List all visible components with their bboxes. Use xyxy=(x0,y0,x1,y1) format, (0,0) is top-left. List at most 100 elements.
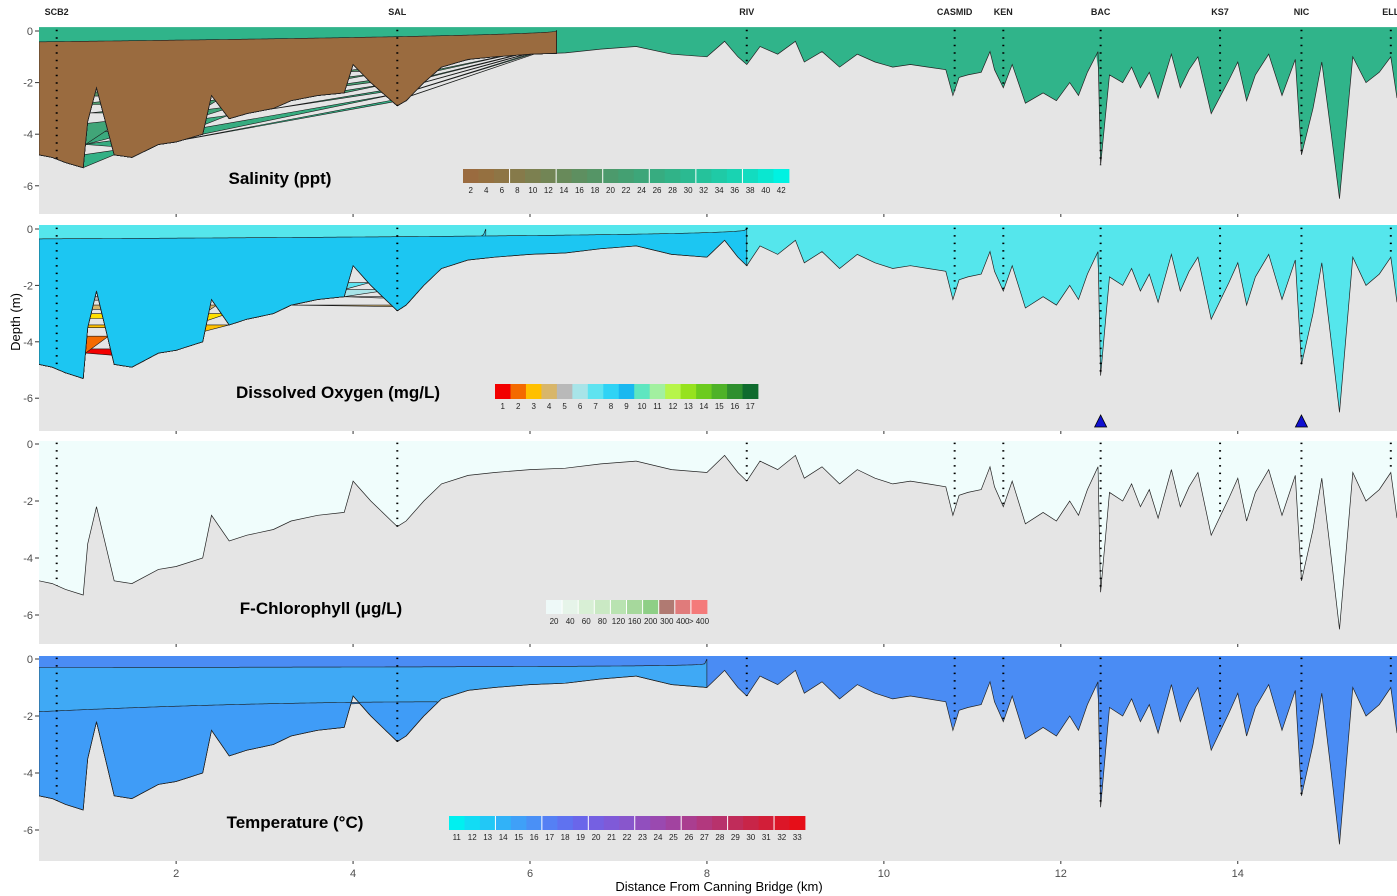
legend-tick-label: 18 xyxy=(561,833,570,842)
bottom-profile-line xyxy=(39,669,1397,845)
bottom-profile-line xyxy=(39,40,1397,199)
legend-swatch xyxy=(571,169,588,183)
legend-tick-label: 8 xyxy=(515,186,520,195)
legend-swatch xyxy=(572,816,589,830)
legend-tick-label: 17 xyxy=(545,833,554,842)
site-label-ks7: KS7 xyxy=(1211,7,1229,17)
legend-tick-label: 20 xyxy=(550,617,559,626)
y-tick-label: -4 xyxy=(23,553,33,565)
legend-tick-label: 42 xyxy=(777,186,786,195)
legend-swatch xyxy=(743,816,759,830)
legend-swatch xyxy=(696,384,712,399)
legend-swatch xyxy=(726,169,743,183)
legend-tick-label: 12 xyxy=(668,402,677,411)
legend-swatch xyxy=(664,169,681,183)
legend-tick-label: 14 xyxy=(699,402,708,411)
legend-tick-label: 17 xyxy=(746,402,755,411)
legend-tick-label: 22 xyxy=(623,833,632,842)
y-tick-label: -6 xyxy=(23,825,33,837)
legend-tick-label: 34 xyxy=(715,186,724,195)
legend-tick-label: 25 xyxy=(669,833,678,842)
legend-tick-label: 27 xyxy=(700,833,709,842)
legend-tick-label: 160 xyxy=(628,617,642,626)
legend-swatch xyxy=(562,600,579,614)
legend-tick-label: 28 xyxy=(715,833,724,842)
x-tick-label: 10 xyxy=(878,868,890,880)
legend-tick-label: 13 xyxy=(684,402,693,411)
y-tick-label: 0 xyxy=(27,654,33,666)
legend-swatch xyxy=(727,384,743,399)
y-tick-label: -2 xyxy=(23,280,33,292)
legend-swatch xyxy=(649,169,666,183)
legend-swatch xyxy=(690,600,708,614)
legend-swatch xyxy=(649,384,666,399)
panel-title: Dissolved Oxygen (mg/L) xyxy=(236,383,440,402)
site-label-ken: KEN xyxy=(994,7,1013,17)
legend-swatch xyxy=(578,600,595,614)
legend-tick-label: 5 xyxy=(562,402,567,411)
chlorophyll-panel: 0 -2 -4 -6 F-Chlorophyll (μg/L) 20 40 60 80 120 16… xyxy=(23,439,1397,647)
legend-swatch xyxy=(525,169,542,183)
legend-tick-label: 28 xyxy=(668,186,677,195)
legend-swatch xyxy=(727,816,744,830)
x-tick-label: 2 xyxy=(173,868,179,880)
panel-title: Temperature (°C) xyxy=(227,813,364,832)
legend-swatch xyxy=(541,384,558,399)
legend-swatch xyxy=(658,600,676,614)
y-tick-label: 0 xyxy=(27,26,33,38)
legend-tick-label: 32 xyxy=(699,186,708,195)
water-surface-fill xyxy=(39,441,1397,630)
legend-swatch xyxy=(642,600,660,614)
legend-tick-label: 32 xyxy=(777,833,786,842)
temperature-panel: 0 -2 -4 -6 Temperature (°C) 11 12 13 14 15 16 17 18 1… xyxy=(23,654,1397,864)
legend-tick-label: 30 xyxy=(746,833,755,842)
legend-tick-label: 2 xyxy=(516,402,521,411)
legend-tick-label: 19 xyxy=(576,833,585,842)
site-label-scb2: SCB2 xyxy=(45,7,69,17)
legend-tick-label: 6 xyxy=(500,186,505,195)
x-tick-label: 14 xyxy=(1232,868,1244,880)
x-tick-label: 12 xyxy=(1055,868,1067,880)
legend-tick-label: 12 xyxy=(468,833,477,842)
site-label-riv: RIV xyxy=(739,7,754,17)
legend-swatch xyxy=(588,816,605,830)
legend-tick-label: 20 xyxy=(606,186,615,195)
water-column xyxy=(39,656,1397,845)
y-tick-label: -6 xyxy=(23,610,33,622)
legend-tick-label: 24 xyxy=(637,186,646,195)
legend-swatch xyxy=(449,816,465,830)
legend-swatch xyxy=(541,816,558,830)
legend-swatch xyxy=(626,600,643,614)
legend-tick-label: 8 xyxy=(609,402,614,411)
legend-tick-label: 9 xyxy=(624,402,629,411)
legend-tick-label: 1 xyxy=(501,402,506,411)
legend-tick-label: 6 xyxy=(578,402,583,411)
legend-swatch xyxy=(509,169,526,183)
legend-swatch xyxy=(634,816,651,830)
legend-swatch xyxy=(494,169,510,183)
legend-tick-label: > 400 xyxy=(689,617,710,626)
legend-tick-label: 4 xyxy=(547,402,552,411)
y-tick-label: -6 xyxy=(23,393,33,405)
legend-swatch xyxy=(634,384,651,399)
legend-swatch xyxy=(464,816,481,830)
y-tick-label: 0 xyxy=(27,439,33,451)
legend-tick-label: 18 xyxy=(590,186,599,195)
legend-swatch xyxy=(758,816,775,830)
legend-tick-label: 300 xyxy=(660,617,674,626)
legend-tick-label: 26 xyxy=(653,186,662,195)
water-column xyxy=(39,441,1397,630)
legend-swatch xyxy=(680,169,697,183)
panel-title: Salinity (ppt) xyxy=(229,169,332,188)
legend-tick-label: 21 xyxy=(607,833,616,842)
legend-tick-label: 11 xyxy=(653,402,662,411)
legend-tick-label: 13 xyxy=(483,833,492,842)
y-tick-label: 0 xyxy=(27,224,33,236)
legend-swatch xyxy=(757,169,774,183)
legend-swatch xyxy=(633,169,650,183)
site-label-nic: NIC xyxy=(1294,7,1310,17)
x-tick-label: 4 xyxy=(350,868,356,880)
legend-tick-label: 7 xyxy=(593,402,598,411)
legend-swatch xyxy=(789,816,806,830)
legend-tick-label: 2 xyxy=(469,186,474,195)
